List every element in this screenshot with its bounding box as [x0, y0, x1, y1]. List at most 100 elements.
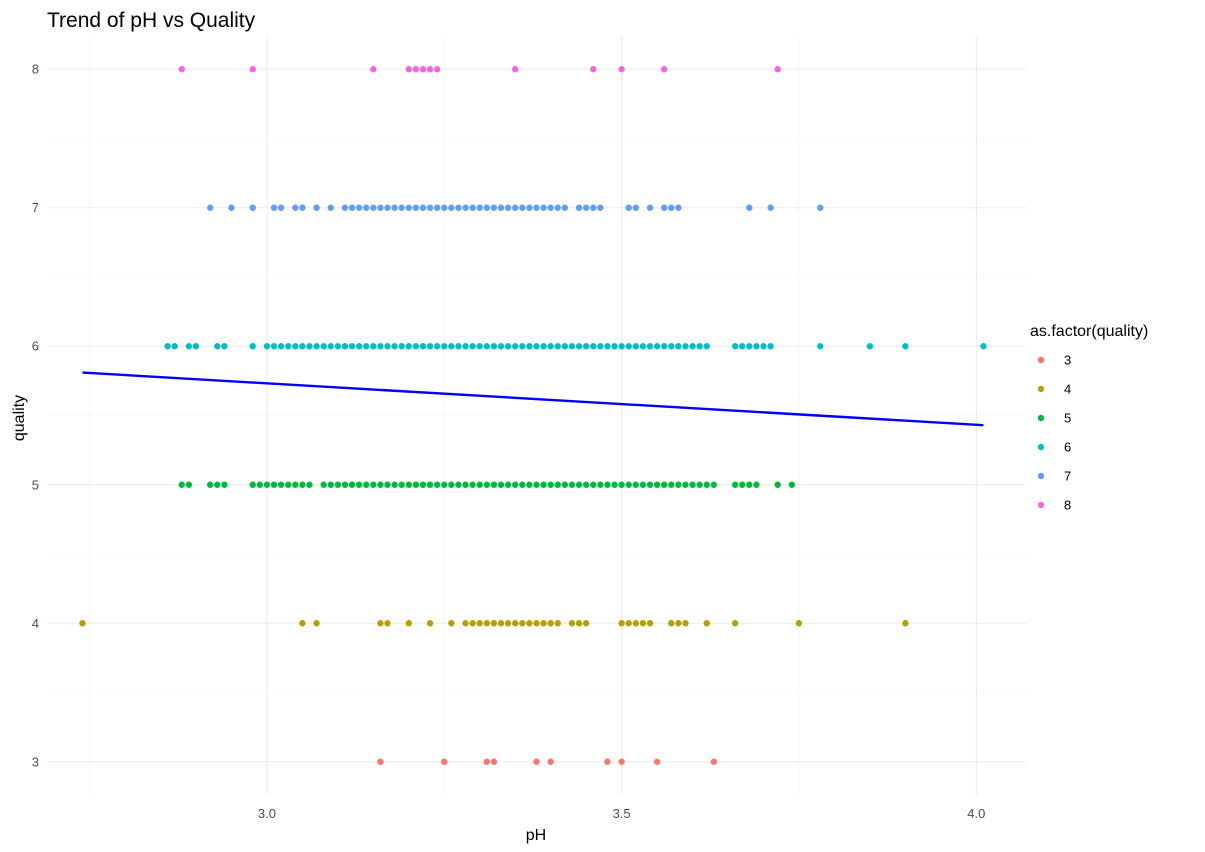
data-point-quality-8	[178, 66, 185, 73]
data-point-quality-4	[426, 620, 434, 627]
x-tick-label: 3.5	[613, 806, 631, 821]
data-point-quality-4	[731, 620, 739, 627]
data-point-quality-8	[512, 66, 519, 73]
data-point-quality-7	[497, 204, 505, 211]
data-point-quality-5	[327, 481, 334, 488]
data-point-quality-4	[476, 620, 483, 627]
data-point-quality-5	[476, 481, 483, 488]
data-point-quality-8	[419, 66, 427, 73]
data-point-quality-5	[433, 481, 441, 488]
data-point-quality-6	[817, 343, 824, 350]
data-point-quality-6	[455, 343, 462, 350]
data-point-quality-4	[462, 620, 469, 627]
data-point-quality-6	[575, 343, 583, 350]
data-point-quality-6	[497, 343, 505, 350]
legend-label-8: 8	[1064, 498, 1071, 513]
y-tick-label: 3	[32, 754, 39, 769]
data-point-quality-3	[618, 758, 625, 765]
data-point-quality-6	[646, 343, 654, 350]
data-point-quality-5	[363, 481, 370, 488]
data-point-quality-6	[355, 343, 363, 350]
data-point-quality-5	[448, 481, 455, 488]
data-point-quality-5	[604, 481, 611, 488]
data-point-quality-6	[739, 343, 746, 350]
data-point-quality-6	[767, 343, 774, 350]
data-point-quality-8	[405, 66, 413, 73]
x-axis-title: pH	[526, 827, 546, 844]
data-point-quality-5	[249, 481, 256, 488]
data-point-quality-4	[547, 620, 554, 627]
data-point-quality-5	[270, 481, 278, 488]
data-point-quality-6	[313, 343, 320, 350]
data-point-quality-6	[490, 343, 498, 350]
data-point-quality-5	[469, 481, 476, 488]
data-point-quality-6	[476, 343, 483, 350]
data-point-quality-6	[164, 343, 171, 350]
data-point-quality-5	[689, 481, 696, 488]
data-point-quality-6	[547, 343, 554, 350]
data-point-quality-5	[696, 481, 703, 488]
data-point-quality-7	[299, 204, 306, 211]
data-point-quality-4	[526, 620, 533, 627]
data-point-quality-3	[547, 758, 554, 765]
trend-line	[82, 371, 984, 427]
data-point-quality-8	[249, 66, 256, 73]
data-point-quality-6	[660, 343, 668, 350]
data-point-quality-4	[554, 620, 561, 627]
data-point-quality-8	[618, 66, 625, 73]
grid-lines	[47, 36, 1026, 795]
data-point-quality-4	[682, 620, 689, 627]
data-point-quality-4	[483, 620, 491, 627]
data-point-quality-7	[377, 204, 384, 211]
data-point-quality-7	[526, 204, 533, 211]
data-point-quality-7	[490, 204, 498, 211]
data-point-quality-7	[547, 204, 554, 211]
data-point-quality-7	[448, 204, 455, 211]
points-group	[79, 66, 987, 765]
data-point-quality-7	[405, 204, 413, 211]
data-point-quality-6	[618, 343, 625, 350]
data-point-quality-5	[405, 481, 413, 488]
data-point-quality-7	[646, 204, 654, 211]
y-tick-label: 6	[32, 339, 39, 354]
data-point-quality-7	[313, 204, 320, 211]
data-point-quality-5	[731, 481, 739, 488]
data-point-quality-5	[277, 481, 285, 488]
data-point-quality-6	[363, 343, 370, 350]
y-tick-label: 5	[32, 477, 39, 492]
data-point-quality-5	[512, 481, 519, 488]
data-point-quality-6	[405, 343, 413, 350]
data-point-quality-6	[426, 343, 434, 350]
data-point-quality-6	[221, 343, 228, 350]
data-point-quality-4	[313, 620, 320, 627]
data-point-quality-5	[774, 481, 781, 488]
data-point-quality-6	[582, 343, 590, 350]
data-point-quality-7	[206, 204, 214, 211]
data-point-quality-5	[299, 481, 306, 488]
data-point-quality-6	[703, 343, 710, 350]
data-point-quality-4	[575, 620, 583, 627]
data-point-quality-6	[249, 343, 256, 350]
data-point-quality-6	[639, 343, 647, 350]
data-point-quality-6	[604, 343, 611, 350]
data-point-quality-5	[355, 481, 363, 488]
data-point-quality-5	[306, 481, 313, 488]
data-point-quality-5	[341, 481, 349, 488]
data-point-quality-8	[433, 66, 441, 73]
data-point-quality-6	[448, 343, 455, 350]
data-point-quality-6	[306, 343, 313, 350]
data-point-quality-5	[625, 481, 632, 488]
data-point-quality-5	[334, 481, 342, 488]
data-point-quality-7	[391, 204, 398, 211]
legend-label-6: 6	[1064, 440, 1071, 455]
data-point-quality-6	[526, 343, 533, 350]
data-point-quality-6	[462, 343, 469, 350]
legend-label-5: 5	[1064, 411, 1071, 426]
data-point-quality-7	[469, 204, 476, 211]
data-point-quality-5	[540, 481, 547, 488]
data-point-quality-5	[504, 481, 512, 488]
data-point-quality-7	[384, 204, 391, 211]
data-point-quality-6	[668, 343, 675, 350]
data-point-quality-4	[668, 620, 675, 627]
